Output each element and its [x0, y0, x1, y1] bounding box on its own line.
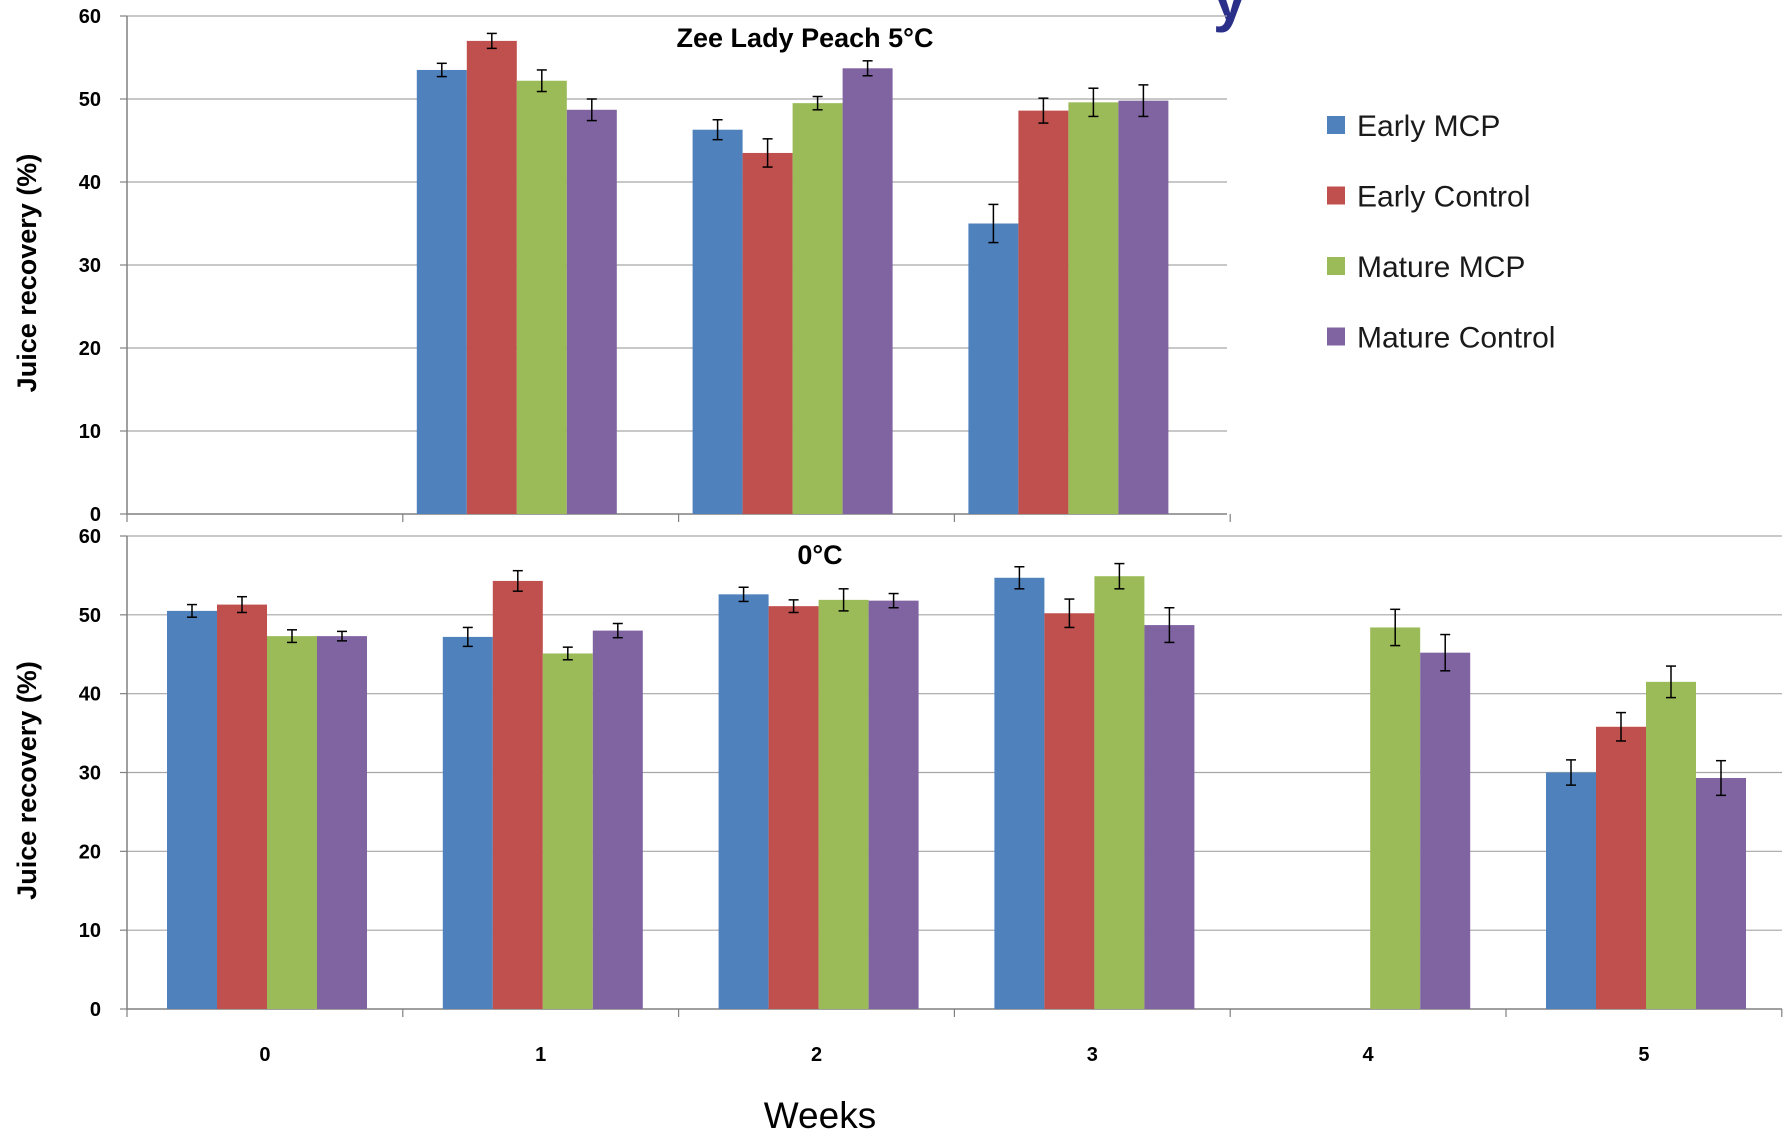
y-tick-label: 50 [79, 89, 101, 111]
bar [466, 40, 517, 515]
x-tick-label: 3 [1087, 1044, 1098, 1066]
bar [217, 604, 267, 1009]
bar [842, 68, 893, 514]
bar [1118, 100, 1169, 514]
bar [492, 580, 543, 1009]
legend-label: Early MCP [1357, 110, 1500, 143]
bar [1018, 110, 1069, 515]
y-tick-label: 10 [79, 920, 101, 942]
bar [1068, 102, 1119, 514]
legend-swatch [1327, 257, 1345, 275]
y-tick-label: 60 [79, 526, 101, 548]
legend-swatch [1327, 116, 1345, 134]
bar [1370, 627, 1421, 1009]
chart-legend: Early MCP Early Control Mature MCP Mature C… [1327, 110, 1555, 355]
x-tick-label: 2 [811, 1044, 822, 1066]
y-tick-label: 30 [79, 255, 101, 277]
bar [968, 223, 1019, 514]
bar [1044, 613, 1095, 1009]
bar [792, 103, 843, 515]
bar [994, 577, 1045, 1009]
legend-label: Mature Control [1357, 322, 1555, 355]
bar [167, 610, 217, 1009]
x-tick-label: 1 [535, 1044, 546, 1066]
x-tick-label: 4 [1363, 1044, 1375, 1066]
bar [566, 109, 617, 514]
bar [718, 594, 769, 1009]
bar [416, 69, 467, 514]
legend-swatch [1327, 186, 1345, 205]
panel-title: 0°C [797, 540, 842, 570]
bar [1646, 681, 1696, 1009]
bar [542, 653, 593, 1009]
x-axis-label: Weeks [764, 1095, 876, 1135]
chart-panel-bottom: 0 10 20 30 40 50 60 0 1 2 3 4 5 0°C Juice recovery (%)… [12, 526, 1783, 1136]
bar [692, 129, 743, 514]
bar [868, 600, 919, 1009]
y-axis-label: Juice recovery (%) [12, 661, 42, 900]
bar [742, 152, 793, 514]
bar [1546, 772, 1596, 1009]
y-tick-label: 10 [79, 421, 101, 443]
bar [592, 630, 643, 1009]
bar [1144, 625, 1195, 1009]
y-tick-label: 30 [79, 763, 101, 785]
legend-label: Mature MCP [1357, 251, 1525, 284]
bar [1094, 576, 1145, 1009]
y-tick-label: 0 [90, 999, 101, 1021]
y-tick-label: 50 [79, 605, 101, 627]
x-tick-label: 0 [259, 1044, 270, 1066]
bar [818, 599, 869, 1009]
bar [1696, 778, 1746, 1009]
y-tick-label: 0 [90, 504, 101, 526]
bar [267, 636, 317, 1009]
y-tick-label: 60 [79, 6, 101, 28]
legend-label: Early Control [1357, 181, 1530, 214]
y-axis-label: Juice recovery (%) [12, 154, 42, 393]
legend-swatch [1327, 327, 1345, 346]
y-tick-label: 20 [79, 841, 101, 863]
y-tick-label: 40 [79, 684, 101, 706]
bar [317, 636, 367, 1009]
chart-panel-top: 0 10 20 30 40 50 60 Zee Lady Peach 5°C Juice rec… [12, 6, 1231, 526]
panel-title: Zee Lady Peach 5°C [677, 23, 934, 53]
y-tick-label: 20 [79, 338, 101, 360]
bar [442, 636, 493, 1009]
bar [516, 80, 567, 515]
y-tick-label: 40 [79, 172, 101, 194]
x-tick-label: 5 [1638, 1044, 1649, 1066]
bar [1420, 652, 1471, 1009]
bar [768, 606, 819, 1009]
bar [1596, 726, 1646, 1009]
